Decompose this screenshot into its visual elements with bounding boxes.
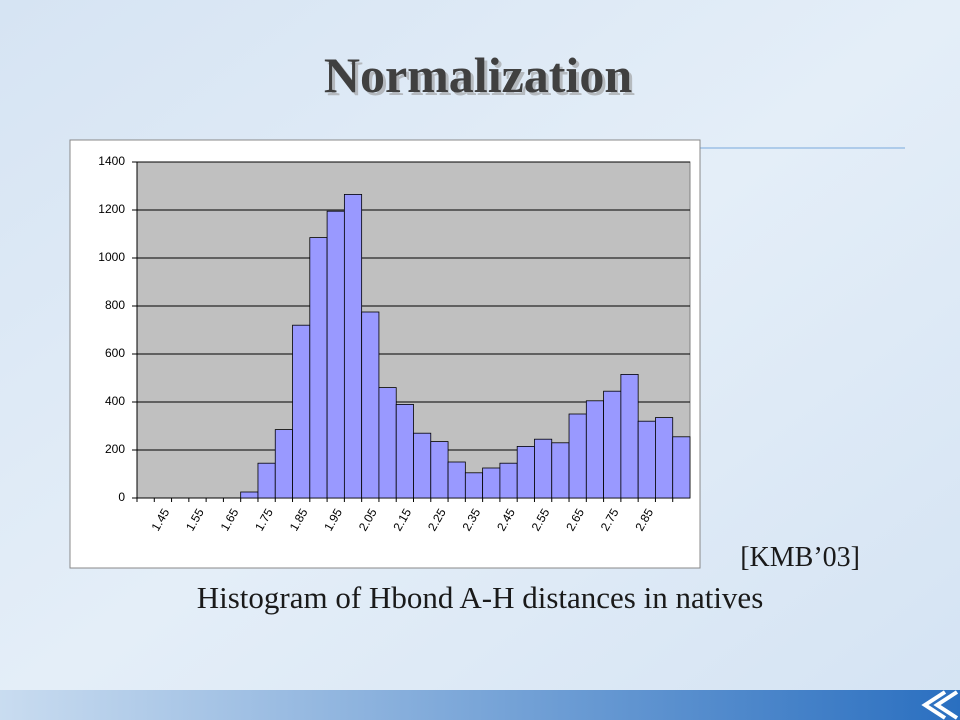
footer-bar	[0, 690, 960, 720]
y-tick-label: 800	[105, 298, 125, 312]
bar	[655, 417, 674, 499]
bar	[568, 413, 587, 499]
bar	[413, 432, 432, 499]
y-tick-label: 600	[105, 346, 125, 360]
y-tick-label: 1400	[98, 154, 125, 168]
bar	[516, 445, 535, 499]
y-tick-label: 1000	[98, 250, 125, 264]
bar	[620, 373, 639, 499]
bar	[257, 462, 276, 499]
bar	[378, 387, 397, 499]
y-tick-label: 1200	[98, 202, 125, 216]
bar	[464, 472, 484, 499]
bar	[326, 210, 345, 499]
y-tick-label: 0	[118, 490, 125, 504]
bar	[603, 390, 622, 499]
y-tick-label: 200	[105, 442, 125, 456]
bar	[482, 467, 501, 499]
bar	[292, 324, 311, 499]
citation: [KMB’03]	[740, 542, 860, 573]
bar	[274, 429, 293, 499]
title-shadow: Normalization	[327, 50, 635, 106]
bar	[637, 420, 656, 499]
caption: Histogram of Hbond A-H distances in nati…	[197, 580, 764, 615]
bar	[551, 442, 570, 499]
slide-title: Normalization	[324, 47, 632, 103]
bar	[499, 462, 518, 499]
bar	[309, 237, 328, 499]
y-tick-label: 400	[105, 394, 125, 408]
bar	[343, 193, 363, 499]
bar	[430, 441, 449, 499]
bar	[447, 461, 466, 499]
bar	[240, 491, 259, 499]
chevrons	[921, 690, 959, 720]
bar	[585, 400, 604, 499]
bar	[672, 436, 691, 499]
bar	[534, 438, 553, 499]
bar	[361, 311, 380, 499]
bar	[395, 403, 414, 499]
